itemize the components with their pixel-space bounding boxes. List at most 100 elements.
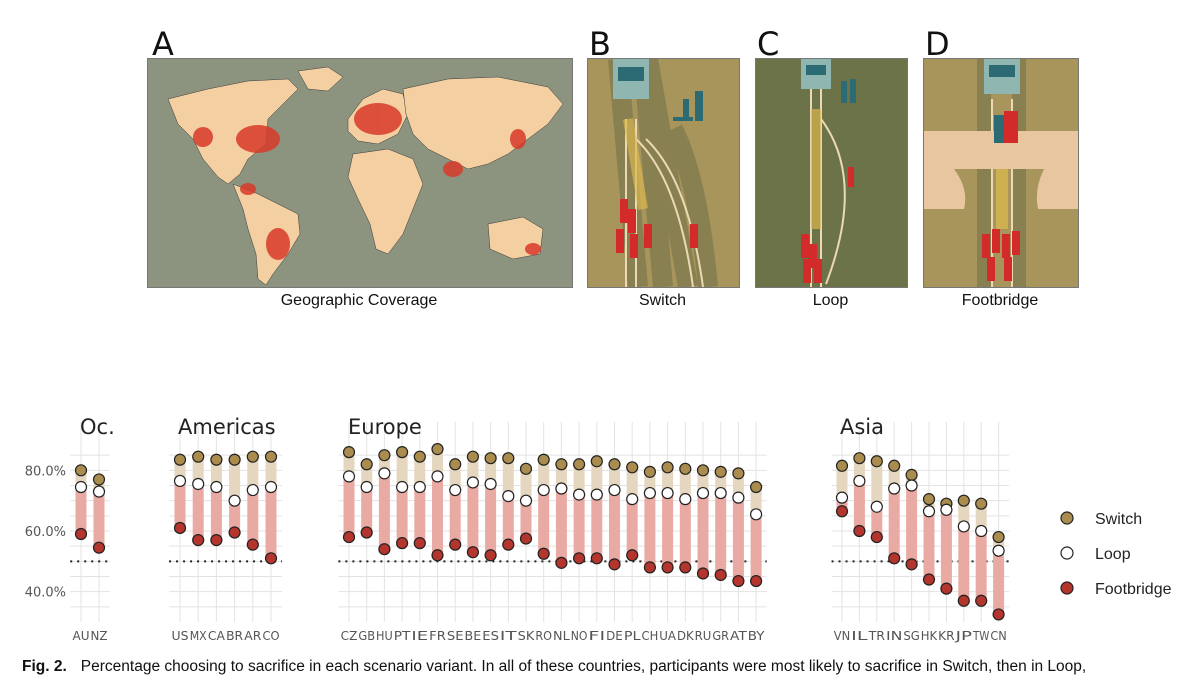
band-loop-footbridge — [697, 493, 709, 574]
x-tick-label-ar: AR — [244, 629, 261, 643]
band-loop-footbridge — [414, 487, 426, 544]
band-switch-loop — [396, 452, 408, 488]
point-switch-sk — [519, 462, 533, 475]
point-switch-pl — [626, 461, 639, 474]
x-tick-label-tr: TR — [868, 629, 885, 643]
point-loop-ch — [643, 486, 657, 500]
band-switch-loop — [378, 455, 390, 474]
point-footbridge-ch — [643, 561, 657, 574]
band-loop-footbridge — [626, 499, 638, 556]
legend-label-loop: Loop — [1095, 546, 1131, 563]
point-footbridge-it — [502, 538, 515, 551]
band-loop-footbridge — [174, 480, 186, 528]
point-switch-sg — [905, 468, 918, 481]
point-footbridge-fi — [590, 552, 603, 565]
band-switch-loop — [853, 458, 865, 481]
point-loop-us — [173, 474, 187, 488]
point-footbridge-nl — [555, 556, 568, 569]
point-loop-sg — [905, 479, 918, 492]
x-tick-label-mx: MX — [190, 629, 207, 643]
point-switch-br — [228, 453, 241, 466]
x-tick-label-cn: CN — [990, 629, 1006, 643]
panel-caption-b: Switch — [638, 292, 687, 309]
point-switch-gr — [714, 465, 727, 478]
legend-marker-loop — [1060, 546, 1074, 560]
x-tick-label-de: DE — [606, 629, 623, 643]
band-switch-loop — [573, 464, 585, 495]
region-title-americas: Americas — [178, 415, 276, 439]
panel-letter-d: D — [925, 25, 950, 63]
legend-marker-switch — [1060, 511, 1074, 525]
point-footbridge-co — [264, 552, 278, 565]
point-switch-de — [608, 458, 621, 471]
x-tick-label-ro: RO — [535, 629, 552, 643]
point-loop-be — [466, 476, 479, 489]
x-tick-label-vn: VN — [834, 629, 850, 643]
point-switch-by — [749, 480, 763, 494]
band-loop-footbridge — [432, 476, 443, 556]
x-tick-label-at: AT — [730, 629, 747, 643]
band-switch-loop — [993, 537, 1005, 551]
band-loop-footbridge — [923, 511, 935, 580]
band-loop-footbridge — [836, 497, 848, 512]
point-switch-hu — [378, 449, 391, 462]
band-loop-footbridge — [662, 493, 674, 568]
band-loop-footbridge — [750, 514, 762, 582]
sacrifice-percentage-chart: 40.0% 60.0% 80.0% Oc. AU NZ Americas US MX CA BR AR… — [25, 415, 1172, 643]
panel-caption-c: Loop — [812, 292, 849, 309]
band-loop-footbridge — [75, 487, 87, 535]
point-loop-jp — [957, 520, 970, 533]
band-switch-loop — [715, 471, 727, 494]
point-footbridge-vn — [835, 505, 849, 518]
band-loop-footbridge — [853, 480, 865, 531]
point-footbridge-es — [484, 549, 497, 562]
x-tick-label-hu: HU — [376, 629, 393, 643]
band-switch-loop — [467, 456, 479, 483]
x-tick-label-gb: GB — [358, 629, 375, 643]
x-tick-label-au: AU — [73, 629, 90, 643]
point-footbridge-ca — [210, 534, 223, 547]
point-footbridge-ar — [246, 538, 259, 551]
band-loop-footbridge — [361, 487, 373, 533]
point-footbridge-ie — [413, 537, 426, 550]
band-switch-loop — [888, 465, 900, 489]
band-loop-footbridge — [378, 473, 390, 550]
point-loop-hu — [378, 467, 391, 480]
band-loop-footbridge — [679, 499, 691, 568]
point-switch-fr — [431, 442, 444, 456]
point-switch-no — [572, 458, 586, 471]
band-loop-footbridge — [449, 490, 461, 545]
x-tick-label-ca: CA — [208, 629, 226, 643]
point-switch-hk — [922, 493, 936, 506]
point-switch-se — [449, 458, 462, 471]
x-tick-label-hk: HK — [921, 629, 938, 643]
band-loop-footbridge — [520, 500, 532, 539]
band-loop-footbridge — [644, 493, 656, 568]
band-loop-footbridge — [502, 496, 514, 545]
point-loop-es — [484, 477, 497, 491]
point-footbridge-ru — [696, 567, 710, 580]
point-footbridge-hk — [922, 573, 936, 586]
x-tick-label-dk: DK — [677, 629, 695, 643]
point-footbridge-jp — [957, 594, 970, 607]
point-loop-pt — [396, 480, 409, 494]
point-loop-in — [888, 482, 901, 495]
band-switch-loop — [432, 449, 443, 477]
band-switch-loop — [75, 470, 87, 488]
point-loop-at — [732, 491, 745, 504]
point-switch-cn — [992, 530, 1005, 544]
point-switch-ar — [246, 450, 259, 463]
point-footbridge-us — [173, 521, 187, 535]
y-tick-label: 60.0% — [25, 525, 66, 540]
figure-caption-label: Fig. 2. — [22, 658, 67, 675]
point-footbridge-pt — [396, 537, 409, 550]
band-switch-loop — [520, 468, 532, 501]
band-switch-loop — [697, 470, 709, 494]
world-map-image — [147, 58, 573, 288]
band-loop-footbridge — [485, 483, 497, 556]
point-loop-br — [228, 494, 241, 507]
band-switch-loop — [750, 487, 762, 515]
panel-letter-c: C — [757, 25, 780, 63]
band-loop-footbridge — [555, 488, 567, 563]
point-footbridge-in — [888, 552, 901, 565]
